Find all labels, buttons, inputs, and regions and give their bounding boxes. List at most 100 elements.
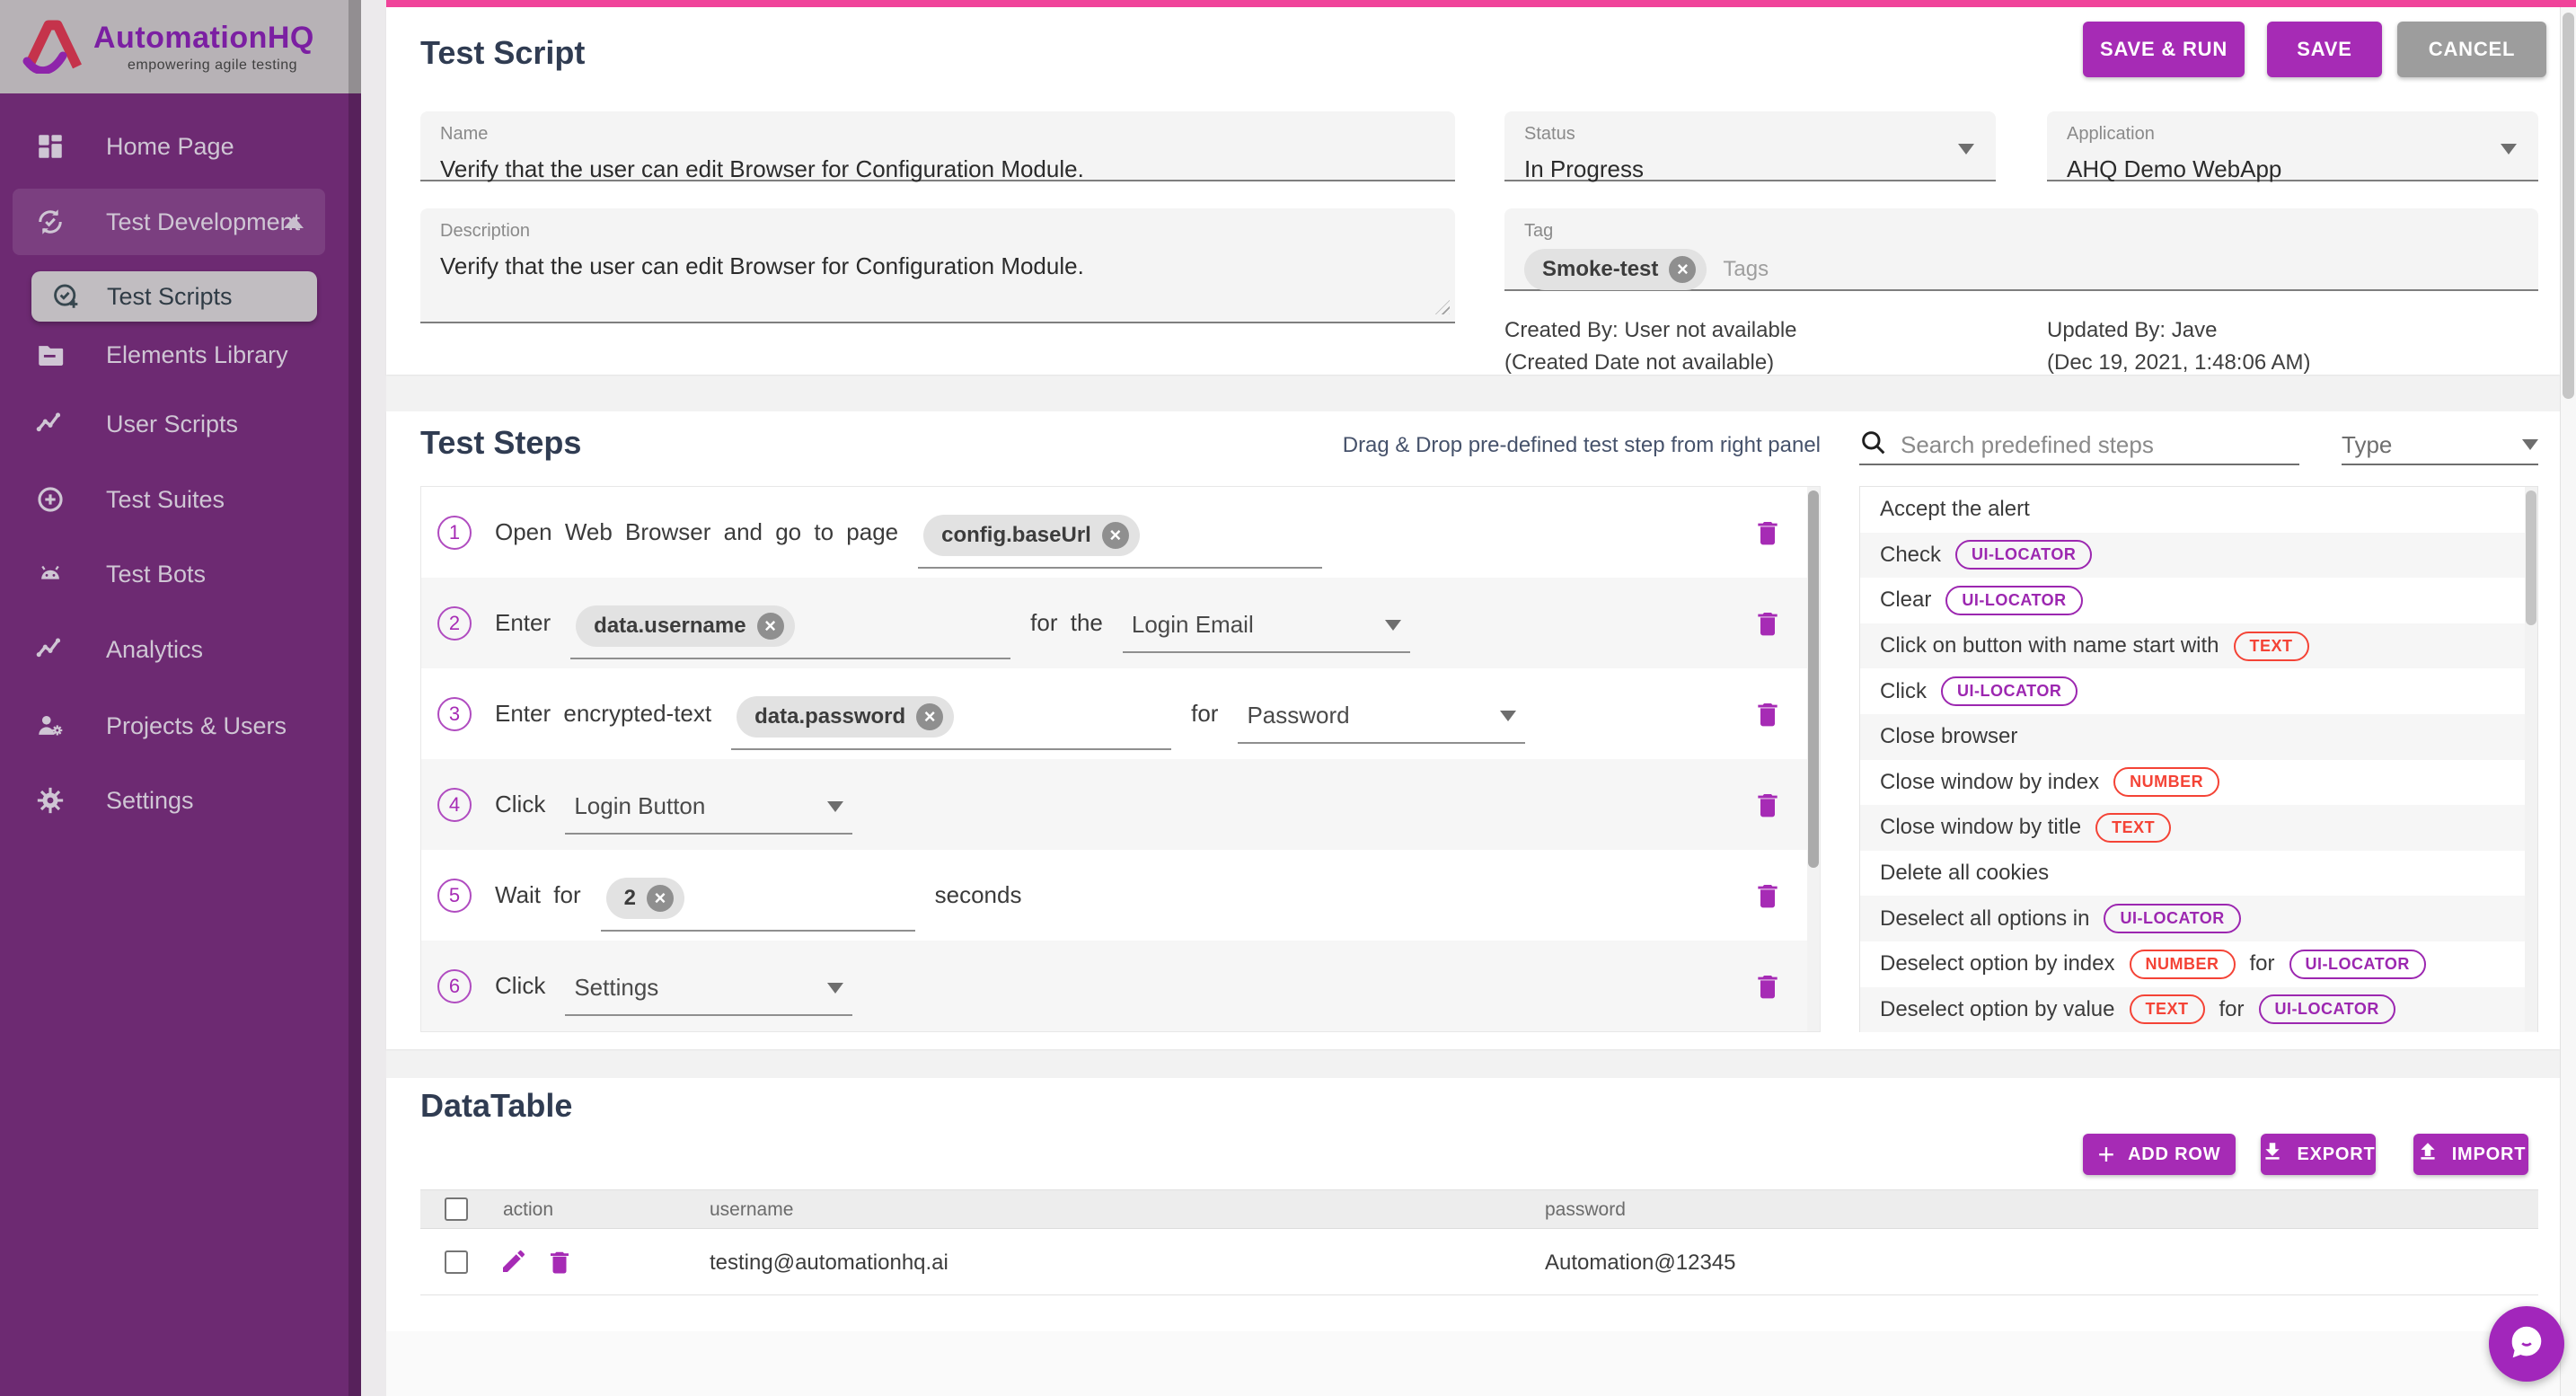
sidebar-item-test-bots[interactable]: Test Bots xyxy=(0,543,348,605)
select-all-checkbox[interactable] xyxy=(445,1197,468,1221)
predefined-step[interactable]: Deselect option by value TEXT for UI-LOCATO… xyxy=(1860,986,2537,1033)
sidebar-item-label: Analytics xyxy=(106,635,204,663)
predefined-step-label: Close window by index xyxy=(1880,769,2100,794)
delete-step-icon[interactable] xyxy=(1753,516,1782,550)
sidebar-scrollbar[interactable] xyxy=(348,0,361,1396)
predefined-step[interactable]: Close window by title TEXT xyxy=(1860,805,2537,851)
delete-step-icon[interactable] xyxy=(1753,969,1782,1003)
step-param-input[interactable]: 2 × xyxy=(600,877,915,932)
predefined-step[interactable]: Click UI-LOCATOR xyxy=(1860,668,2537,714)
save-button[interactable]: SAVE xyxy=(2267,22,2382,77)
arg-type-pill: TEXT xyxy=(2129,994,2205,1025)
step-element-select[interactable]: Settings xyxy=(565,974,853,1016)
add-row-button[interactable]: + ADD ROW xyxy=(2083,1134,2236,1175)
test-step-row: 5 Wait for 2 × seconds xyxy=(421,850,1820,941)
select-value: Login Email xyxy=(1131,611,1254,638)
status-label: Status xyxy=(1524,124,1575,144)
step-text: Enter xyxy=(495,609,551,636)
tag-chip: Smoke-test × xyxy=(1524,249,1707,290)
sidebar-item-user-scripts[interactable]: User Scripts xyxy=(0,393,348,455)
predefined-step-label: Check xyxy=(1880,542,1942,567)
predefined-step-label: Clear xyxy=(1880,588,1932,613)
dashboard-icon xyxy=(34,130,66,163)
arg-type-pill: UI-LOCATOR xyxy=(1955,540,2093,570)
remove-param-icon[interactable]: × xyxy=(646,884,674,912)
arg-type-pill: UI-LOCATOR xyxy=(2258,994,2395,1025)
sidebar-item-settings[interactable]: Settings xyxy=(0,769,348,832)
predefined-step[interactable]: Accept the alert xyxy=(1860,487,2537,533)
sidebar-item-label: Settings xyxy=(106,786,194,814)
description-field[interactable]: Description Verify that the user can edi… xyxy=(420,208,1455,323)
sidebar-item-test-scripts[interactable]: Test Scripts xyxy=(31,271,317,322)
android-icon xyxy=(34,558,66,590)
sidebar-item-home-page[interactable]: Home Page xyxy=(0,115,348,178)
delete-row-icon[interactable] xyxy=(546,1247,573,1282)
predefined-step[interactable]: Deselect all options in UI-LOCATOR xyxy=(1860,896,2537,941)
step-number-badge: 5 xyxy=(437,878,472,913)
delete-step-icon[interactable] xyxy=(1753,788,1782,822)
step-text: Enter encrypted-text xyxy=(495,700,712,727)
predefined-step[interactable]: Close window by index NUMBER xyxy=(1860,760,2537,806)
predefined-step[interactable]: Check UI-LOCATOR xyxy=(1860,532,2537,579)
export-button[interactable]: EXPORT xyxy=(2261,1134,2376,1175)
predefined-step[interactable]: Click on button with name start with TEXT xyxy=(1860,623,2537,669)
script-check-icon xyxy=(51,280,84,313)
sidebar-item-elements-library[interactable]: Elements Library xyxy=(0,323,348,386)
drag-drop-hint: Drag & Drop pre-defined test step from r… xyxy=(1342,433,1821,457)
step-element-select[interactable]: Login Button xyxy=(565,792,853,835)
predefined-steps-panel: Accept the alert Check UI-LOCATOR Clear UI-L… xyxy=(1859,486,2538,1033)
remove-param-icon[interactable]: × xyxy=(916,702,944,730)
tags-input[interactable]: Tags xyxy=(1723,257,1769,281)
page-scrollbar[interactable] xyxy=(2560,7,2576,1396)
sidebar-item-analytics[interactable]: Analytics xyxy=(0,618,348,681)
remove-tag-icon[interactable]: × xyxy=(1669,256,1697,283)
import-button[interactable]: IMPORT xyxy=(2413,1134,2528,1175)
search-placeholder: Search predefined steps xyxy=(1901,430,2154,458)
step-param-input[interactable]: config.baseUrl × xyxy=(918,514,1323,569)
resize-handle-icon[interactable] xyxy=(1435,300,1450,314)
predefined-step[interactable]: Delete all cookies xyxy=(1860,851,2537,897)
predefined-step[interactable]: Deselect option by index NUMBER for UI-LOCA… xyxy=(1860,941,2537,987)
sidebar-item-projects-users[interactable]: Projects & Users xyxy=(0,694,348,757)
page-gutter xyxy=(361,0,386,1396)
predefined-step[interactable]: Close browser xyxy=(1860,713,2537,760)
save-and-run-button[interactable]: SAVE & RUN xyxy=(2083,22,2245,77)
type-filter-select[interactable]: Type xyxy=(2342,426,2538,464)
step-element-select[interactable]: Password xyxy=(1238,702,1526,744)
cancel-button[interactable]: CANCEL xyxy=(2397,22,2546,77)
delete-step-icon[interactable] xyxy=(1753,697,1782,731)
sidebar-item-test-suites[interactable]: Test Suites xyxy=(0,468,348,531)
chat-bubble-icon xyxy=(2506,1321,2547,1367)
delete-step-icon[interactable] xyxy=(1753,879,1782,913)
remove-param-icon[interactable]: × xyxy=(756,612,784,640)
tag-field[interactable]: Tag Smoke-test × Tags xyxy=(1504,208,2538,291)
steps-scrollbar[interactable] xyxy=(1807,487,1820,1031)
delete-step-icon[interactable] xyxy=(1753,606,1782,641)
sidebar-item-label: Test Scripts xyxy=(107,282,233,310)
test-steps-list: 1 Open Web Browser and go to page config.b… xyxy=(421,487,1820,1031)
created-date-line: (Created Date not available) xyxy=(1504,350,1775,375)
step-param-input[interactable]: data.password × xyxy=(731,695,1172,750)
remove-param-icon[interactable]: × xyxy=(1101,521,1129,549)
edit-row-icon[interactable] xyxy=(499,1247,528,1280)
param-chip: 2 × xyxy=(605,877,684,919)
step-text: for the xyxy=(1030,609,1103,636)
row-checkbox[interactable] xyxy=(445,1250,468,1274)
chevron-down-icon xyxy=(827,982,844,994)
predefined-step[interactable]: Clear UI-LOCATOR xyxy=(1860,578,2537,623)
application-label: Application xyxy=(2067,124,2155,144)
predefined-scrollbar[interactable] xyxy=(2525,487,2537,1031)
name-value: Verify that the user can edit Browser fo… xyxy=(440,155,1084,182)
step-param-input[interactable]: data.username × xyxy=(570,605,1011,659)
name-field[interactable]: Name Verify that the user can edit Brows… xyxy=(420,111,1455,182)
search-predefined-input[interactable]: Search predefined steps xyxy=(1859,426,2299,464)
brand-logo: AutomationHQ empowering agile testing xyxy=(0,0,361,93)
status-select[interactable]: Status In Progress xyxy=(1504,111,1996,182)
sidebar-item-test-development[interactable]: Test Development xyxy=(13,189,325,255)
step-element-select[interactable]: Login Email xyxy=(1122,611,1410,653)
top-accent-bar xyxy=(386,0,2576,7)
cell-password: Automation@12345 xyxy=(1545,1250,1736,1275)
chat-launcher-button[interactable] xyxy=(2489,1306,2564,1382)
chevron-down-icon xyxy=(1384,619,1401,631)
application-select[interactable]: Application AHQ Demo WebApp xyxy=(2047,111,2538,182)
